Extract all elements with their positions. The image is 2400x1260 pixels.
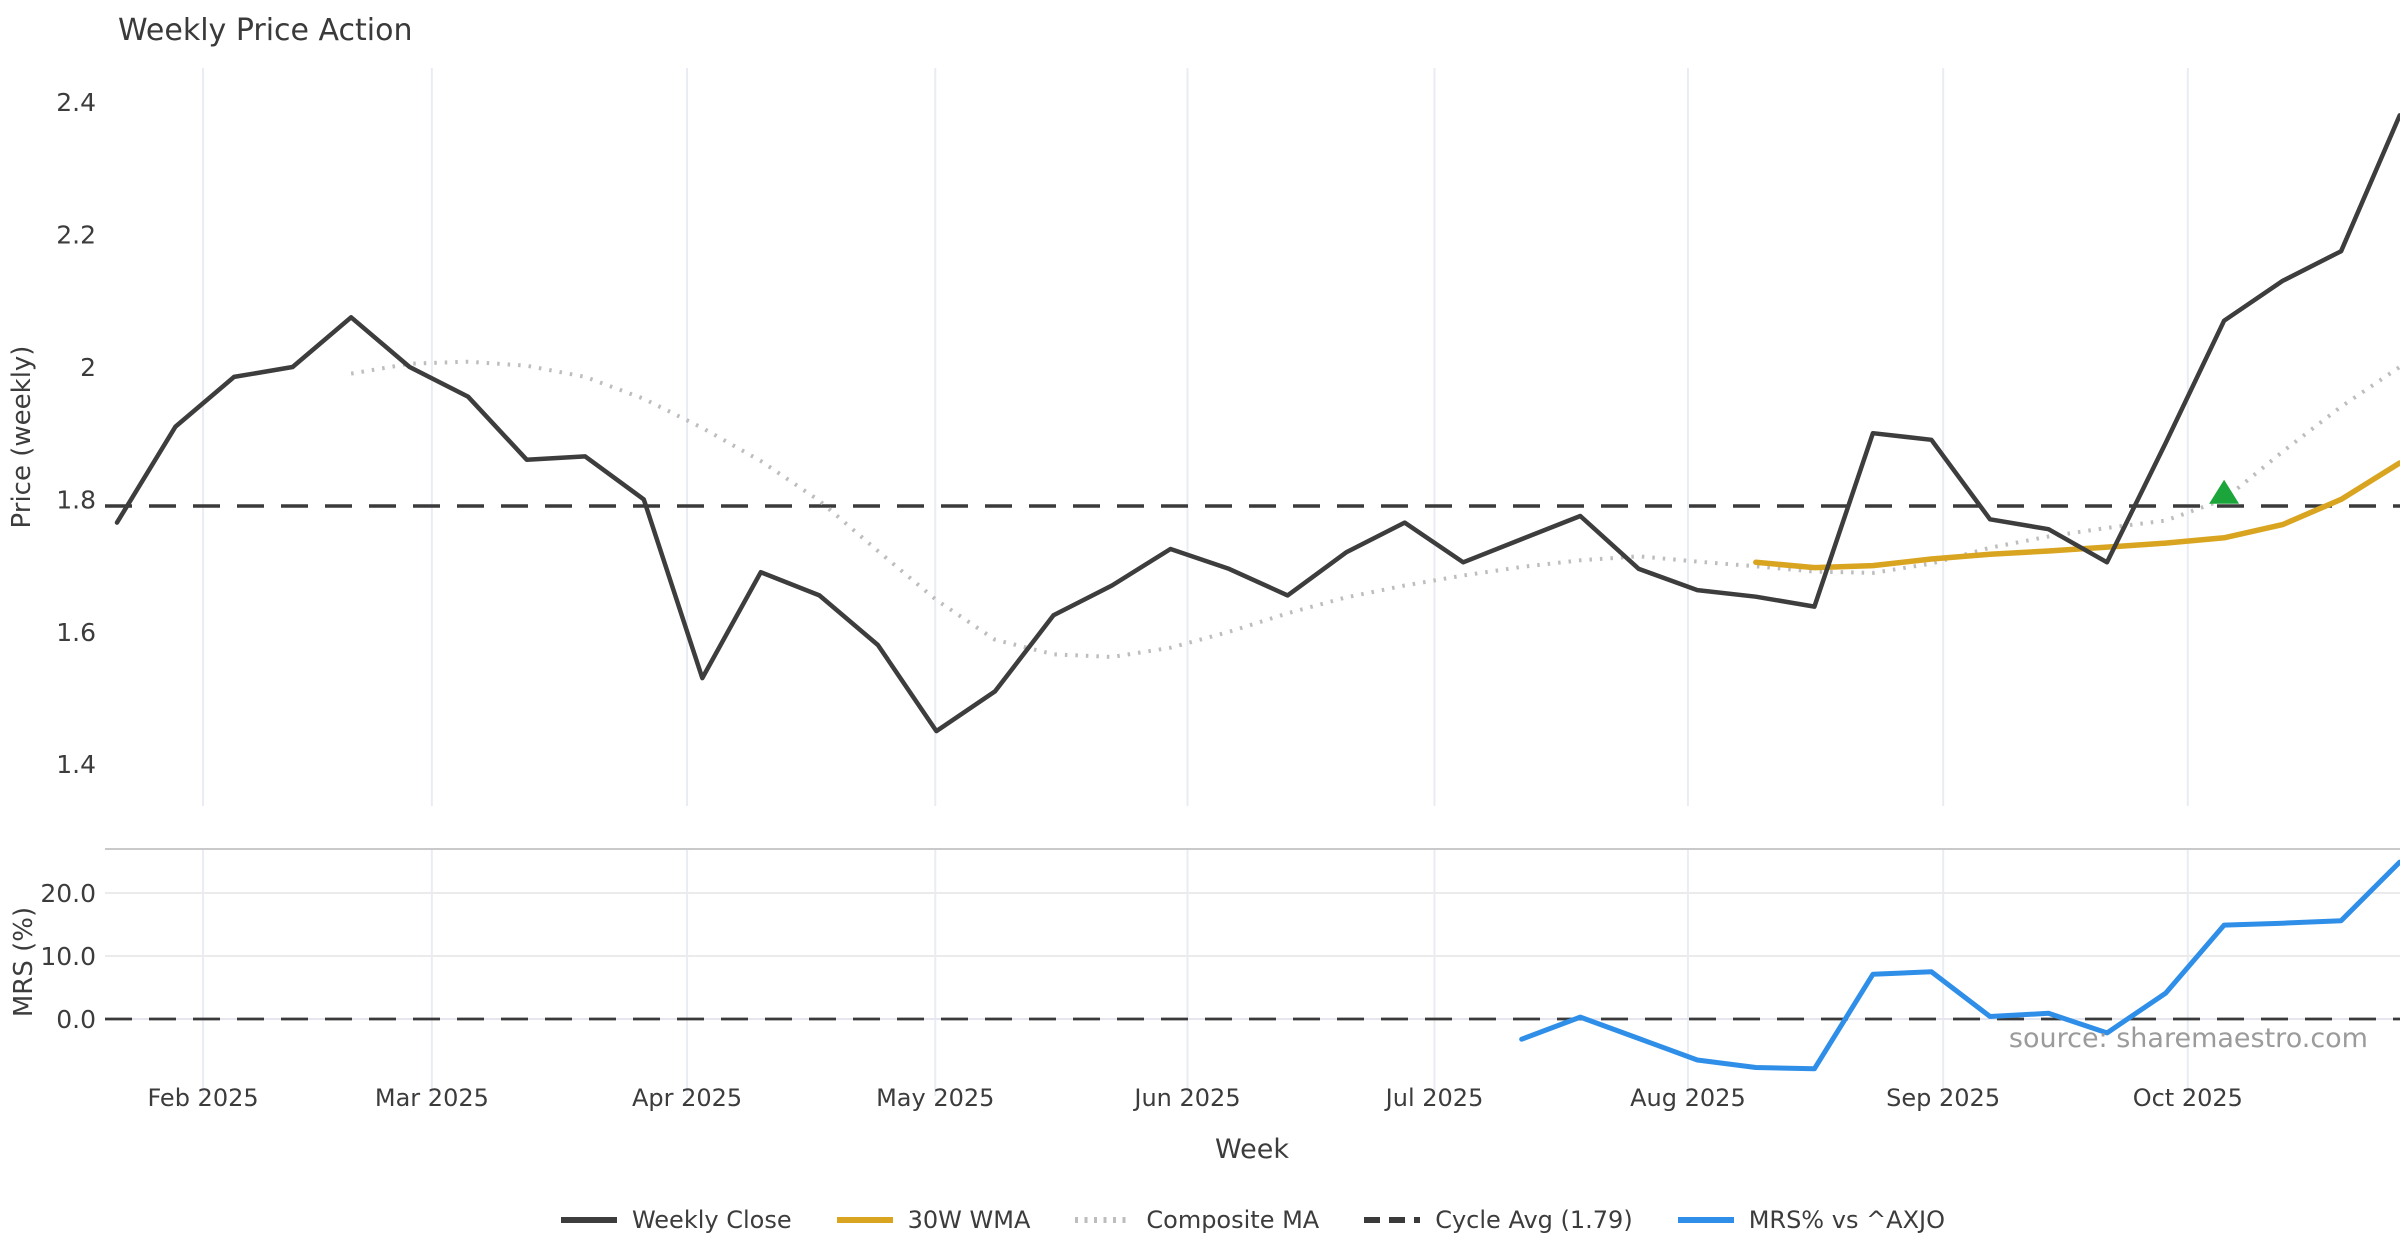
composite-ma-line xyxy=(350,359,2400,659)
mrs-tick-label: 20.0 xyxy=(40,879,96,908)
mrs-axis-label: MRS (%) xyxy=(9,907,39,1017)
month-tick-label: Jul 2025 xyxy=(1384,1084,1484,1112)
source-note: source: sharemaestro.com xyxy=(2009,1023,2368,1054)
mrs-tick-label: 0.0 xyxy=(56,1005,96,1034)
legend-label: Weekly Close xyxy=(631,1206,792,1234)
legend-label: Cycle Avg (1.79) xyxy=(1435,1206,1633,1234)
legend-swatch-solid-icon xyxy=(560,1217,617,1223)
legend-item: Composite MA xyxy=(1074,1205,1319,1235)
price-tick-label: 1.6 xyxy=(56,618,96,647)
legend-swatch-solid-icon xyxy=(836,1217,893,1223)
tick-labels-layer: Feb 2025 Mar 2025 Apr 2025 May 2025 Jun 2025… xyxy=(40,88,2243,1112)
legend-swatch-dotted-icon xyxy=(1075,1217,1132,1223)
series-layer xyxy=(105,113,2400,1072)
mrs-line xyxy=(1519,859,2400,1072)
signal-triangle-marker xyxy=(2209,479,2240,504)
month-tick-label: Jun 2025 xyxy=(1132,1084,1240,1112)
mrs-tick-label: 10.0 xyxy=(40,942,96,971)
chart-title: Weekly Price Action xyxy=(118,13,413,48)
price-tick-label: 1.4 xyxy=(56,750,96,779)
x-axis-label: Week xyxy=(1215,1134,1289,1165)
weekly-close-line xyxy=(114,113,2400,734)
month-tick-label: Sep 2025 xyxy=(1886,1084,2000,1112)
legend-item: Cycle Avg (1.79) xyxy=(1363,1205,1633,1235)
legend-item: Weekly Close xyxy=(560,1205,792,1235)
price-tick-label: 2.2 xyxy=(56,221,96,250)
legend-item: MRS% vs ^AXJO xyxy=(1677,1205,1945,1235)
month-tick-label: Aug 2025 xyxy=(1630,1084,1746,1112)
legend-label: MRS% vs ^AXJO xyxy=(1748,1206,1946,1234)
price-tick-label: 2.4 xyxy=(56,88,96,117)
legend-item: 30W WMA xyxy=(836,1205,1031,1235)
legend-swatch-solid-icon xyxy=(1677,1217,1734,1223)
legend-label: 30W WMA xyxy=(907,1206,1031,1234)
month-tick-label: Apr 2025 xyxy=(632,1084,742,1112)
month-tick-label: Oct 2025 xyxy=(2133,1084,2243,1112)
price-tick-label: 2 xyxy=(80,353,96,382)
legend: Weekly Close 30W WMA Composite MA Cycle Avg… xyxy=(105,1205,2400,1235)
price-axis-label: Price (weekly) xyxy=(7,346,37,529)
legend-swatch-dashed-icon xyxy=(1364,1217,1421,1223)
month-tick-label: Feb 2025 xyxy=(147,1084,258,1112)
gridlines-layer xyxy=(105,68,2400,1096)
price-tick-label: 1.8 xyxy=(56,485,96,514)
legend-label: Composite MA xyxy=(1146,1206,1320,1234)
month-tick-label: Mar 2025 xyxy=(375,1084,489,1112)
month-tick-label: May 2025 xyxy=(876,1084,994,1112)
wma-30w-line xyxy=(1753,460,2400,571)
